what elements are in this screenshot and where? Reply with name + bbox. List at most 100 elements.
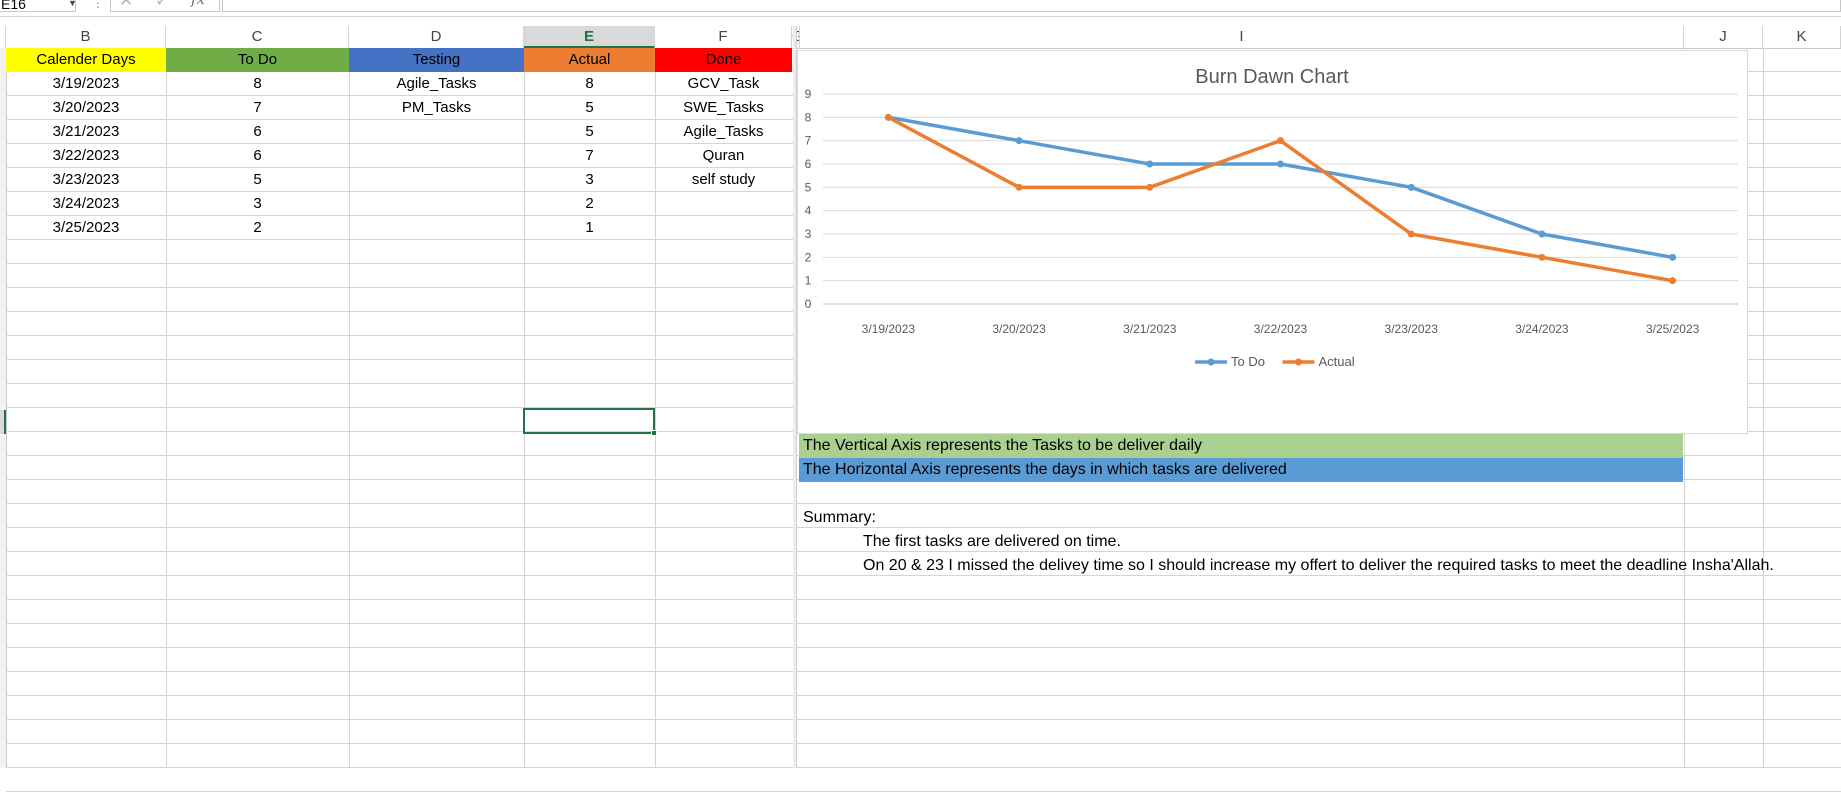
summary-label[interactable]: Summary:	[803, 509, 876, 526]
gridline	[6, 503, 1841, 504]
cancel-icon[interactable]: ✕	[119, 0, 134, 10]
cell-done[interactable]: GCV_Task	[687, 75, 760, 92]
fill-handle[interactable]	[651, 430, 657, 436]
header-testing[interactable]: Testing	[349, 48, 524, 72]
formula-buttons: ✕ ✓ fx	[110, 0, 220, 12]
cell-actual[interactable]: 1	[585, 219, 594, 236]
gridline	[6, 671, 1841, 672]
data-point	[1015, 183, 1023, 191]
cell-done[interactable]: self study	[691, 171, 756, 188]
x-tick-label: 3/23/2023	[1385, 322, 1439, 336]
cell-done[interactable]: Agile_Tasks	[683, 123, 764, 140]
cell-todo[interactable]: 6	[253, 147, 262, 164]
legend-label: To Do	[1231, 354, 1265, 369]
cell-date[interactable]: 3/24/2023	[52, 195, 120, 212]
legend-marker	[1207, 358, 1215, 366]
cell-actual[interactable]: 5	[585, 99, 594, 116]
note-horizontal-axis[interactable]: The Horizontal Axis represents the days …	[799, 458, 1683, 482]
column-header-c[interactable]: C	[166, 26, 349, 48]
active-cell-cursor[interactable]	[523, 408, 655, 434]
cell-testing[interactable]	[349, 144, 524, 168]
summary-line-2[interactable]: On 20 & 23 I missed the delivey time so …	[863, 557, 1774, 574]
data-point	[1669, 253, 1677, 261]
header-done[interactable]: Done	[655, 48, 792, 72]
cell-date[interactable]: 3/19/2023	[52, 75, 120, 92]
vertical-dots-icon: ⋮	[92, 0, 104, 10]
data-point	[1407, 183, 1415, 191]
cell-done[interactable]	[655, 216, 792, 240]
cell-actual[interactable]: 5	[585, 123, 594, 140]
cell-todo[interactable]: 3	[253, 195, 262, 212]
cell-actual[interactable]: 8	[585, 75, 594, 92]
cell-testing[interactable]: PM_Tasks	[401, 99, 472, 116]
header-to-do[interactable]: To Do	[166, 48, 349, 72]
cell-actual[interactable]: 3	[585, 171, 594, 188]
corner-select-all[interactable]	[0, 26, 6, 48]
data-point	[1538, 253, 1546, 261]
summary-line-1[interactable]: The first tasks are delivered on time.	[863, 533, 1121, 550]
name-box[interactable]: E16	[0, 0, 76, 12]
y-tick-label: 3	[805, 227, 812, 241]
cell-testing[interactable]	[349, 192, 524, 216]
y-tick-label: 7	[805, 134, 812, 148]
data-point	[1669, 277, 1677, 285]
data-point	[1538, 230, 1546, 238]
formula-input[interactable]	[222, 0, 1841, 12]
column-divider	[793, 26, 797, 768]
cell-actual[interactable]: 7	[585, 147, 594, 164]
cell-testing[interactable]: Agile_Tasks	[396, 75, 477, 92]
data-point	[1015, 137, 1023, 145]
cell-todo[interactable]: 8	[253, 75, 262, 92]
column-header-i[interactable]: I	[800, 26, 1684, 48]
cell-done[interactable]	[655, 192, 792, 216]
y-tick-label: 5	[805, 180, 812, 194]
cell-testing[interactable]	[349, 120, 524, 144]
cell-testing[interactable]	[349, 216, 524, 240]
legend-marker	[1295, 358, 1302, 366]
gridline	[655, 48, 656, 768]
chart-title: Burn Dawn Chart	[1195, 66, 1349, 88]
cell-date[interactable]: 3/20/2023	[52, 99, 120, 116]
cell-todo[interactable]: 7	[253, 99, 262, 116]
header-calender-days[interactable]: Calender Days	[6, 48, 166, 72]
column-header-k[interactable]: K	[1763, 26, 1841, 48]
cell-date[interactable]: 3/21/2023	[52, 123, 120, 140]
cell-todo[interactable]: 5	[253, 171, 262, 188]
formula-bar: E16 ▼ ⋮ ✕ ✓ fx	[0, 0, 1841, 17]
insert-function-icon[interactable]: fx	[191, 0, 205, 8]
data-point	[1407, 230, 1415, 238]
cell-date[interactable]: 3/25/2023	[52, 219, 120, 236]
cell-todo[interactable]: 2	[253, 219, 262, 236]
data-point	[1277, 137, 1284, 145]
data-point	[1146, 160, 1154, 168]
note-vertical-axis[interactable]: The Vertical Axis represents the Tasks t…	[799, 434, 1683, 458]
enter-check-icon[interactable]: ✓	[155, 0, 170, 10]
row-header-selected[interactable]	[0, 410, 6, 434]
y-tick-label: 0	[805, 297, 812, 311]
cell-actual[interactable]: 2	[585, 195, 594, 212]
burn-down-chart[interactable]: Burn Dawn Chart 0 1 2 3 4 5 6 7 8 9 3/19/2023 3/20…	[797, 50, 1748, 434]
column-header-d[interactable]: D	[349, 26, 524, 48]
cell-done[interactable]: Quran	[702, 147, 745, 164]
column-header-b[interactable]: B	[6, 26, 166, 48]
x-tick-label: 3/19/2023	[862, 322, 916, 336]
gridline	[6, 575, 1841, 576]
column-header-j[interactable]: J	[1684, 26, 1763, 48]
cell-todo[interactable]: 6	[253, 123, 262, 140]
data-point	[884, 113, 892, 121]
y-tick-label: 8	[805, 110, 812, 124]
x-axis-labels: 3/19/2023 3/20/2023 3/21/2023 3/22/2023 3/23…	[862, 322, 1700, 336]
cell-testing[interactable]	[349, 168, 524, 192]
cell-date[interactable]: 3/22/2023	[52, 147, 120, 164]
y-tick-label: 9	[805, 87, 812, 101]
column-headers: B C D E F G I J K	[0, 26, 1841, 49]
cell-done[interactable]: SWE_Tasks	[683, 99, 764, 116]
header-actual[interactable]: Actual	[524, 48, 655, 72]
column-header-f[interactable]: F	[655, 26, 792, 48]
column-header-e[interactable]: E	[524, 26, 655, 48]
cell-date[interactable]: 3/23/2023	[52, 171, 120, 188]
gridline	[349, 48, 350, 768]
gridline	[6, 743, 1841, 744]
chevron-down-icon[interactable]: ▼	[68, 0, 77, 8]
chart-legend[interactable]: To Do Actual	[1195, 354, 1355, 369]
